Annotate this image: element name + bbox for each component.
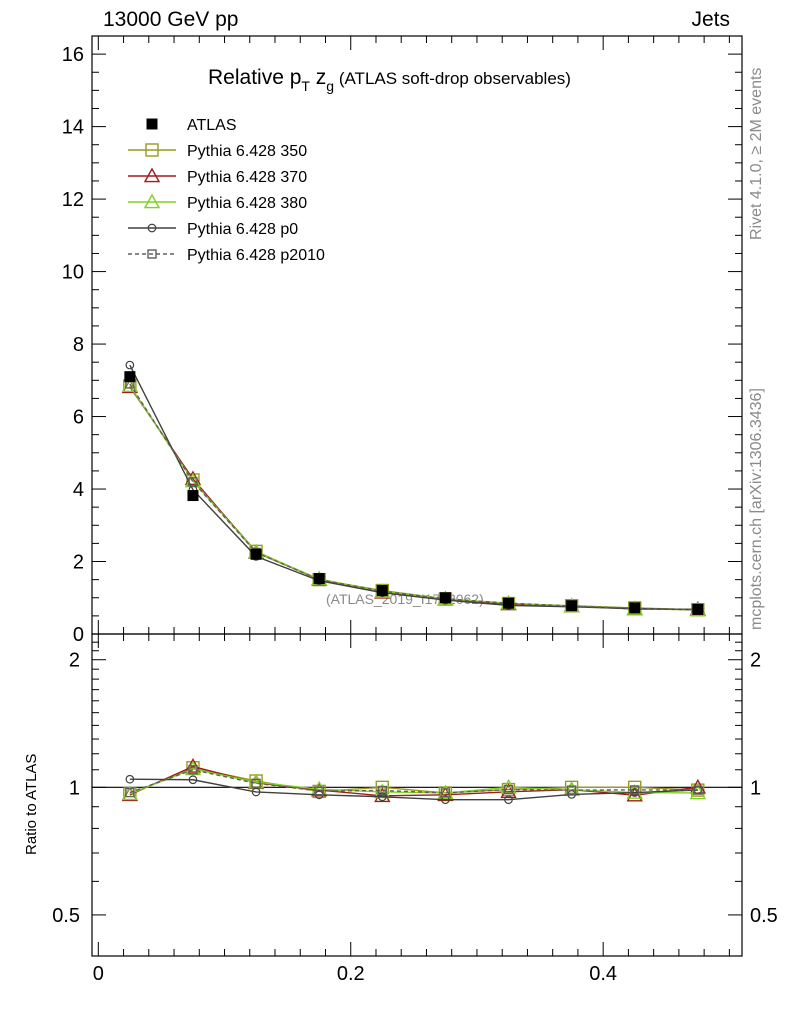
ratio-point [125,787,135,798]
data-point [629,602,641,614]
ratio-point [566,785,577,795]
legend-marker [147,223,157,233]
ratio-plot-frame [91,633,743,957]
x-tick-label: 0 [93,963,104,985]
ratio-point [188,765,198,775]
header-left: 13000 GeV pp [103,8,239,31]
ratio-y-tick-label: 1 [69,777,80,799]
ratio-point [251,778,261,789]
ratio-point [441,795,450,805]
series-line [129,386,698,611]
data-point [124,371,136,383]
data-point [250,548,262,560]
data-point [187,490,199,502]
ratio-line [129,765,698,797]
data-point [439,592,451,604]
ratio-point [693,785,703,795]
y-tick-label: 10 [62,262,84,284]
header-right: Jets [691,8,730,31]
series-point [125,360,135,370]
legend-label: Pythia 6.428 p0 [187,221,298,238]
series-line [129,364,698,611]
ratio-point [503,784,514,795]
y-tick-label: 2 [73,552,84,574]
legend-label: Pythia 6.428 370 [187,169,307,186]
ratio-y-tick-label: 0.5 [52,905,80,927]
legend-marker [143,167,161,183]
y-tick-label: 8 [73,334,84,356]
legend-label: Pythia 6.428 p2010 [187,247,325,264]
y-tick-label: 14 [62,117,84,139]
x-tick-label: 0.2 [337,963,365,985]
data-point [692,603,704,615]
data-point [566,600,578,612]
ratio-point [504,795,513,805]
x-tick-label: 0.4 [589,963,617,985]
y-tick-label: 16 [62,44,84,66]
data-point [313,573,325,585]
ratio-line [129,778,698,801]
data-point [376,585,388,597]
ratio-point [125,774,135,784]
legend-marker [145,143,159,157]
legend-marker [143,193,161,209]
ratio-point [312,784,326,799]
ratio-axis-label: Ratio to ATLAS [23,754,40,855]
y-tick-label: 4 [73,479,84,501]
legend-label: Pythia 6.428 380 [187,195,307,212]
y-tick-label: 0 [73,624,84,646]
y-tick-label: 12 [62,189,84,211]
series-point [188,477,198,487]
series-line [129,385,698,611]
data-point [503,597,515,609]
legend-marker [147,249,157,259]
legend-marker [146,118,158,130]
chart-title: Relative pT zg (ATLAS soft-drop observab… [208,66,571,94]
ratio-point [188,775,198,785]
ratio-line [129,768,698,795]
ratio-y-tick-label: 1 [750,777,761,799]
legend-label: ATLAS [187,117,237,134]
y-tick-label: 6 [73,407,84,429]
ratio-y-tick-label: 2 [69,650,80,672]
ratio-point [377,792,387,802]
ratio-point [314,786,324,796]
ratio-y-tick-label: 2 [750,650,761,672]
ratio-y-tick-label: 0.5 [750,905,778,927]
ratio-point [630,785,640,795]
series-line [129,385,698,611]
ratio-line [129,769,698,794]
ratio-point [377,785,387,796]
legend-label: Pythia 6.428 350 [187,143,307,160]
ratio-point [251,787,261,797]
ratio-point [440,788,451,798]
series-line [129,383,698,611]
